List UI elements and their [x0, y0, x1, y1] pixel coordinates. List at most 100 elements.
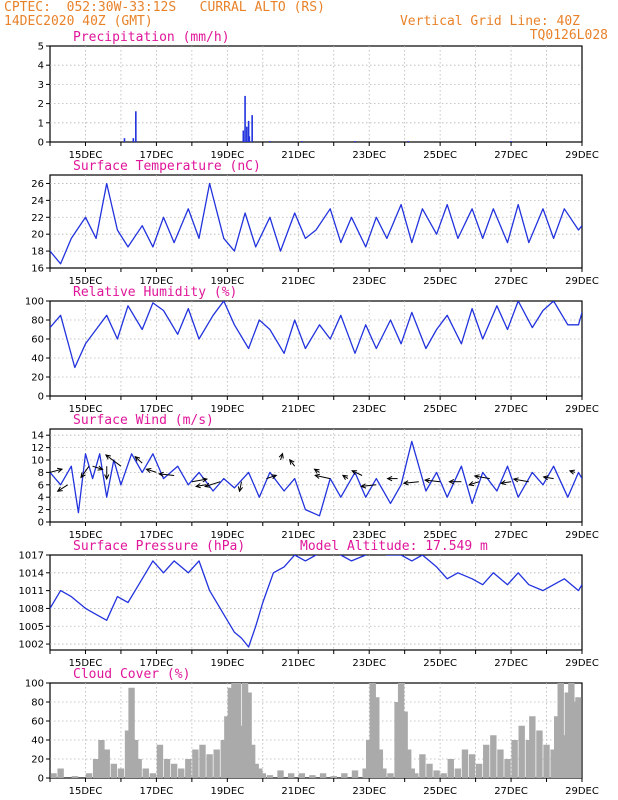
panel-frame [49, 174, 583, 269]
bar [206, 754, 213, 778]
y-tick-label: 0 [38, 774, 44, 785]
bar [575, 697, 582, 778]
bar [231, 683, 238, 778]
panel-precipitation: 0 1 2 3 4 5 15DEC 17DEC 19DEC 21DEC 23DEC 25DEC 27DE… [38, 30, 599, 161]
bar [543, 744, 550, 778]
bar [557, 683, 564, 778]
bar [220, 740, 227, 778]
x-tick-label: 27DEC [494, 530, 528, 541]
x-tick-label: 23DEC [352, 530, 386, 541]
panel-temperature: 16 18 20 22 24 26 15DEC 17DEC 19DEC 21DEC 23DEC 25D… [31, 159, 599, 287]
bar [511, 740, 518, 778]
bar [266, 775, 274, 778]
bar [440, 773, 447, 778]
wind-arrow-head [402, 480, 409, 486]
bar [98, 740, 105, 778]
x-tick-label: 21DEC [281, 786, 315, 797]
panel-title: Surface Wind (m/s) [73, 413, 214, 428]
wind-arrow [49, 468, 63, 473]
bar [199, 744, 206, 778]
bar [131, 740, 139, 778]
x-tick-label: 27DEC [494, 786, 528, 797]
x-tick-label: 27DEC [494, 276, 528, 287]
y-tick-label: 20 [31, 230, 44, 241]
wind-arrow [425, 479, 441, 483]
wind-arrow [468, 481, 480, 486]
bar [287, 773, 295, 778]
x-tick-label: 17DEC [140, 786, 174, 797]
bar [248, 744, 256, 778]
x-tick-label: 27DEC [494, 658, 528, 669]
wind-arrow [289, 459, 296, 467]
wind-arrow-head [448, 479, 455, 485]
wind-arrow [195, 484, 207, 487]
x-tick-label: 29DEC [565, 404, 599, 415]
wind-arrow [403, 481, 419, 484]
y-tick-label: 60 [31, 335, 44, 346]
bar [561, 735, 568, 778]
bar [234, 683, 242, 778]
y-tick-label: 22 [31, 213, 44, 224]
wind-arrow [146, 468, 157, 473]
wind-arrow-head [80, 472, 86, 479]
bar [213, 749, 220, 778]
y-tick-label: 14 [31, 431, 44, 442]
bar [71, 776, 79, 778]
y-tick-label: 10 [31, 456, 44, 467]
panel-title: Surface Pressure (hPa) [73, 539, 245, 554]
model-altitude-label: Model Altitude: 17.549 m [300, 539, 488, 554]
wind-arrow-head [386, 475, 393, 482]
wind-arrow [134, 456, 143, 464]
wind-arrow-head [271, 474, 278, 480]
wind-arrow-head [201, 477, 209, 483]
wind-arrow-head [104, 454, 111, 460]
wind-arrow-head [145, 468, 152, 473]
y-tick-label: 0 [38, 392, 44, 403]
bar [366, 740, 373, 778]
y-tick-label: 18 [31, 247, 44, 258]
y-tick-label: 1 [38, 118, 44, 129]
wind-arrow-head [57, 467, 64, 473]
panel-title: Surface Temperature (nC) [73, 159, 261, 174]
bar [330, 776, 337, 778]
bar [373, 697, 380, 778]
bar [362, 768, 369, 778]
y-tick-label: 80 [31, 316, 44, 327]
bar [298, 773, 306, 778]
bar [525, 740, 532, 778]
wind-arrow [191, 478, 207, 483]
series-line [50, 182, 582, 265]
wind-arrow [92, 465, 103, 470]
bar [149, 773, 157, 778]
x-tick-label: 17DEC [140, 150, 174, 161]
x-tick-label: 19DEC [210, 150, 244, 161]
y-tick-label: 4 [38, 493, 44, 504]
bar [301, 141, 303, 142]
x-tick-label: 21DEC [281, 530, 315, 541]
wind-arrow [513, 478, 529, 483]
bar [238, 725, 245, 778]
bar [475, 763, 483, 778]
bar [110, 763, 118, 778]
y-tick-label: 1005 [19, 622, 44, 633]
wind-arrow-head [313, 468, 320, 474]
bar [529, 716, 536, 778]
wind-arrow [159, 473, 175, 476]
bar [269, 141, 271, 142]
bar [553, 716, 561, 778]
bar [454, 768, 462, 778]
y-tick-label: 20 [31, 755, 44, 766]
wind-arrow-head [134, 455, 141, 462]
bar [518, 725, 525, 778]
bar [564, 692, 572, 778]
bar [103, 749, 110, 778]
bar [92, 759, 100, 778]
bar [407, 141, 410, 142]
bar [248, 136, 251, 142]
x-tick-label: 23DEC [352, 404, 386, 415]
y-tick-label: 8 [38, 468, 44, 479]
wind-arrow [105, 454, 122, 467]
wind-arrow-head [194, 483, 201, 489]
wind-arrow-head [542, 475, 549, 481]
